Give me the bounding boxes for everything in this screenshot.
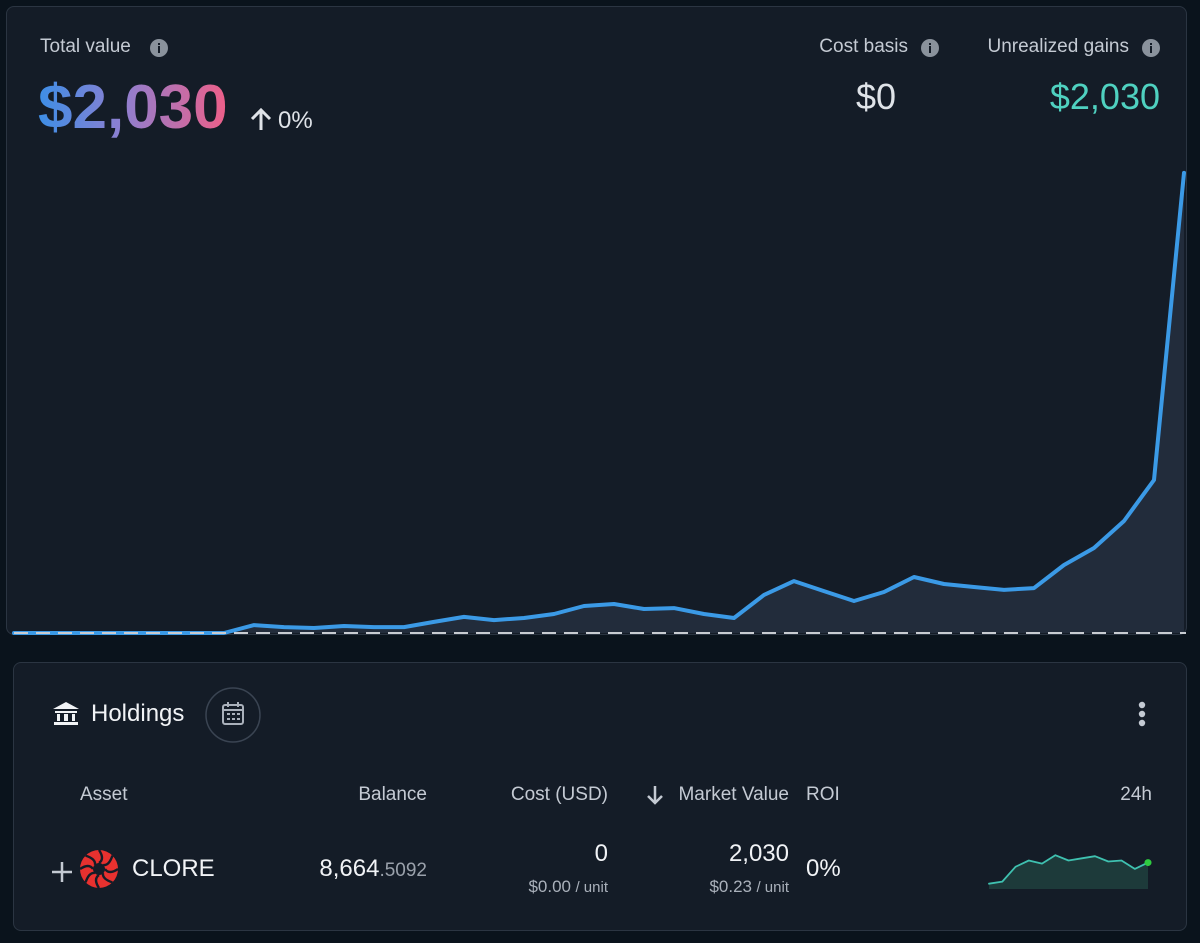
asset-name[interactable]: CLORE bbox=[132, 855, 215, 882]
info-icon bbox=[921, 39, 939, 57]
cost-unit: $0.00 / unit bbox=[528, 877, 608, 897]
total-value: $2,030 bbox=[38, 73, 228, 142]
balance-decimal: .5092 bbox=[379, 860, 427, 881]
cost-unit-price: $0.00 bbox=[528, 877, 572, 896]
holdings-title: Holdings bbox=[91, 700, 185, 727]
line bbox=[988, 854, 1149, 885]
total-change: 0% bbox=[278, 107, 313, 134]
menu-button[interactable] bbox=[1136, 701, 1148, 729]
market-unit: $0.23 / unit bbox=[709, 877, 789, 897]
sort-down-icon bbox=[647, 786, 663, 805]
clore-logo bbox=[79, 849, 119, 889]
calendar-button[interactable] bbox=[204, 686, 262, 744]
column-header[interactable]: Balance bbox=[358, 784, 427, 805]
balance: 8,664.5092 bbox=[319, 855, 427, 883]
cost-basis: $0 bbox=[856, 76, 897, 117]
market-value: 2,030 bbox=[728, 840, 789, 867]
unit-label: / unit bbox=[575, 879, 608, 896]
line bbox=[12, 170, 1186, 635]
bank-icon bbox=[53, 702, 79, 725]
up-arrow-icon bbox=[250, 107, 272, 130]
area bbox=[989, 855, 1148, 889]
column-header[interactable]: Market Value bbox=[678, 784, 789, 805]
column-header[interactable]: Cost (USD) bbox=[510, 784, 608, 805]
expand-button[interactable] bbox=[51, 861, 73, 883]
cost: 0 bbox=[594, 840, 608, 867]
balance-integer: 8,664 bbox=[319, 855, 380, 882]
unrealized-gains: $2,030 bbox=[1049, 76, 1160, 117]
info-icon bbox=[150, 39, 168, 57]
roi: 0% bbox=[806, 855, 841, 882]
cost-basis-label: Cost basis bbox=[819, 36, 908, 57]
total-value-label: Total value bbox=[40, 36, 131, 57]
info-icon bbox=[1142, 39, 1160, 57]
market-unit-price: $0.23 bbox=[709, 877, 753, 896]
column-header[interactable]: Asset bbox=[80, 784, 128, 805]
area bbox=[14, 172, 1184, 633]
unrealized-label: Unrealized gains bbox=[987, 36, 1129, 57]
column-header[interactable]: 24h bbox=[1120, 784, 1152, 805]
value-card bbox=[6, 6, 1187, 635]
portfolio-chart bbox=[12, 170, 1186, 635]
column-header[interactable]: ROI bbox=[806, 784, 840, 805]
end-dot bbox=[1144, 859, 1152, 867]
unit-label: / unit bbox=[756, 879, 789, 896]
